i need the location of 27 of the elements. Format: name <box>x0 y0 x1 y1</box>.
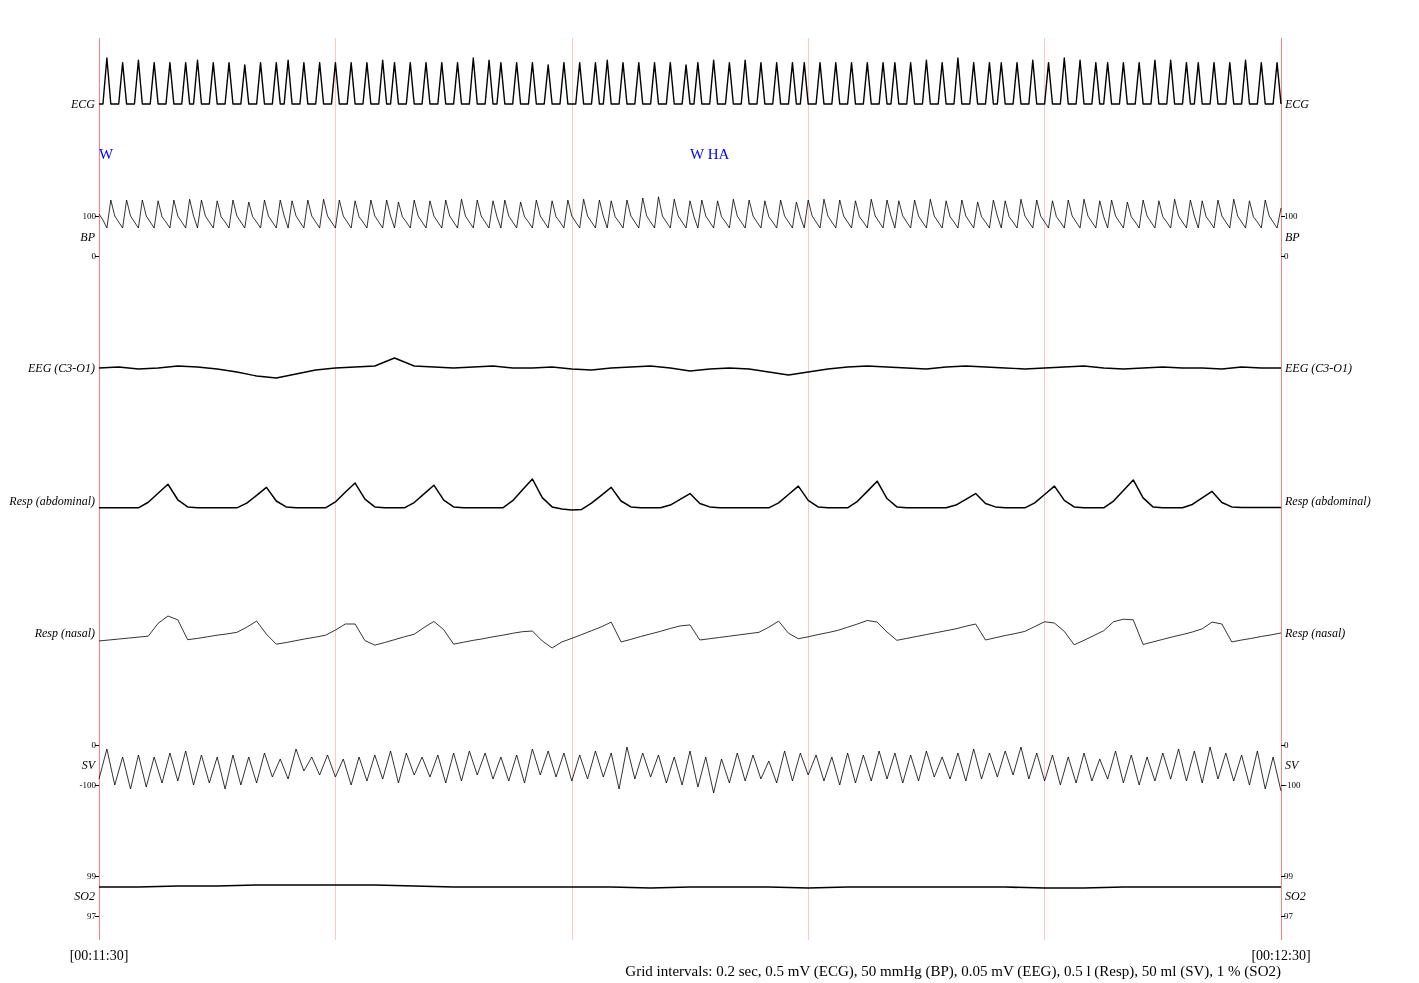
y2-axis-title: Resp (abdominal) <box>1284 494 1371 508</box>
y2-tick-label: 97 <box>1284 911 1294 921</box>
y-axis-title: ECG <box>70 97 96 111</box>
x-tick-label: [00:11:30] <box>69 947 129 963</box>
y-tick-label: 100 <box>82 211 97 221</box>
y-axis-title: SO2 <box>74 889 95 903</box>
y-tick-label: 97 <box>87 911 97 921</box>
y-axis-title: SV <box>81 758 97 772</box>
y-axis-title: EEG (C3-O1) <box>27 361 95 375</box>
y2-axis-title: SO2 <box>1285 889 1306 903</box>
y-axis-title: Resp (abdominal) <box>8 494 95 508</box>
line-series <box>98 746 1282 794</box>
y-axis-title: Resp (nasal) <box>33 626 95 640</box>
y2-axis-title: BP <box>1285 230 1301 244</box>
y2-tick-label: -100 <box>1284 780 1301 790</box>
y2-tick-label: 100 <box>1284 211 1298 221</box>
y-axis-title: BP <box>80 230 96 244</box>
y2-axis-title: EEG (C3-O1) <box>1284 361 1352 375</box>
text: Grid intervals: 0.2 sec, 0.5 mV (ECG), 50 mmHg (BP), 0.05 mV (EEG), 0.5 l (Resp), 50 ml (SV), 1 % (SO2) <box>625 963 1281 980</box>
annotation: W HA <box>690 146 730 162</box>
x-tick-label: [00:12:30] <box>1251 947 1311 963</box>
annotation: W <box>99 146 114 162</box>
y-tick-label: -100 <box>79 780 97 790</box>
y2-axis-title: SV <box>1285 758 1300 772</box>
y2-axis-title: ECG <box>1284 97 1310 111</box>
y2-axis-title: Resp (nasal) <box>1284 626 1346 640</box>
y2-tick-label: 99 <box>1284 871 1294 881</box>
